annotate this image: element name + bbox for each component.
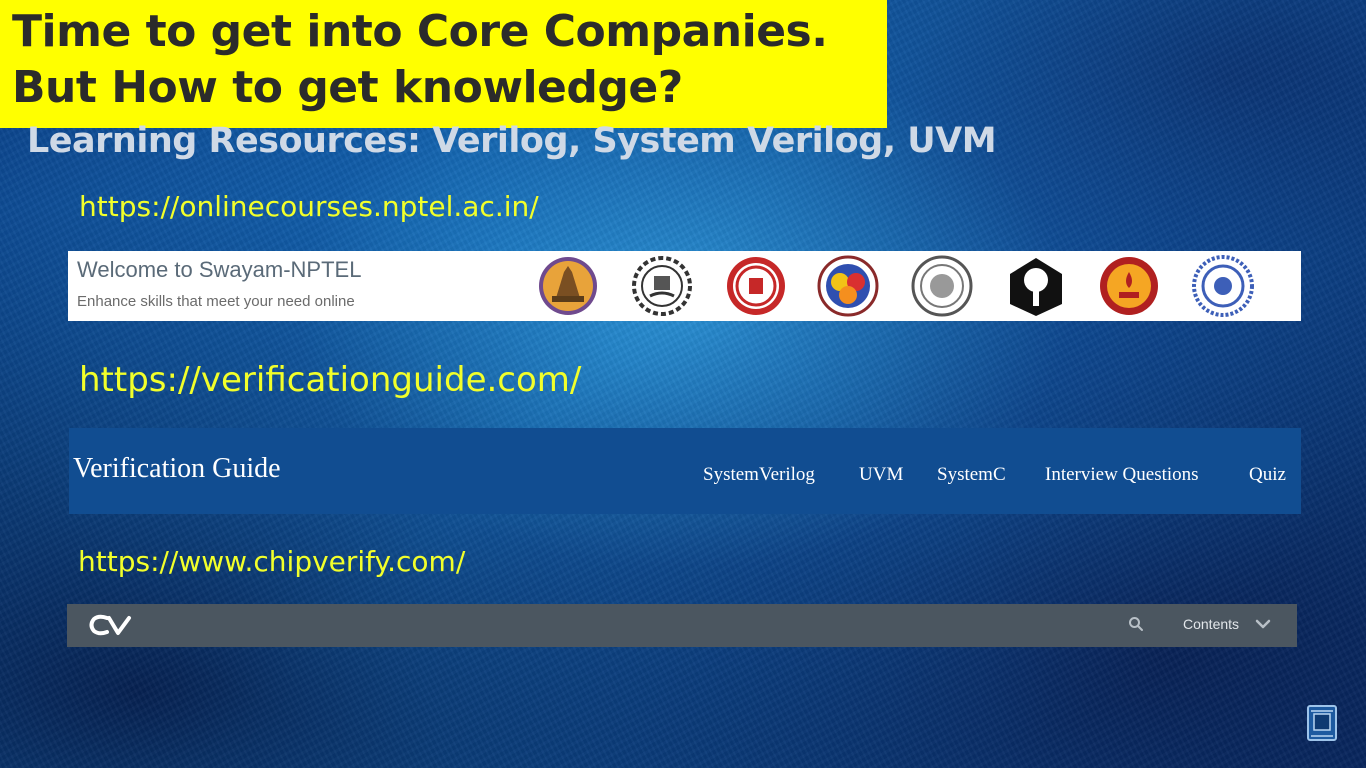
iit-roorkee-logo [1100, 257, 1158, 315]
learning-resources-subtitle: Learning Resources: Verilog, System Veri… [27, 121, 997, 161]
chipverify-link[interactable]: https://www.chipverify.com/ [78, 545, 466, 578]
chip-watermark-icon [1307, 705, 1337, 741]
contents-menu-button[interactable]: Contents [1183, 616, 1240, 632]
nav-uvm[interactable]: UVM [859, 464, 904, 485]
nav-interview-questions[interactable]: Interview Questions [1045, 464, 1199, 485]
search-icon[interactable] [1128, 616, 1144, 632]
nav-systemverilog[interactable]: SystemVerilog [703, 464, 815, 485]
nptel-title: Welcome to Swayam-NPTEL [77, 257, 362, 282]
iit-kharagpur-logo [1010, 258, 1062, 316]
verification-guide-brand[interactable]: Verification Guide [73, 453, 281, 484]
iit-madras-logo [911, 255, 973, 317]
nptel-link[interactable]: https://onlinecourses.nptel.ac.in/ [79, 190, 539, 223]
headline-line-1: Time to get into Core Companies. [12, 6, 828, 57]
iisc-bangalore-logo [1192, 255, 1254, 317]
nptel-card: Welcome to Swayam-NPTEL Enhance skills t… [68, 251, 1301, 321]
iit-bombay-logo [632, 256, 692, 316]
headline-banner: Time to get into Core Companies. But How… [0, 0, 887, 128]
nav-systemc[interactable]: SystemC [937, 464, 1006, 485]
chevron-down-icon[interactable] [1255, 618, 1271, 630]
iit-kanpur-logo [727, 257, 785, 315]
nptel-tagline: Enhance skills that meet your need onlin… [77, 293, 355, 310]
verification-guide-header: Verification Guide SystemVerilog UVM Sys… [69, 428, 1301, 514]
nav-quiz[interactable]: Quiz [1249, 464, 1286, 485]
headline-line-2: But How to get knowledge? [12, 62, 683, 113]
iit-delhi-logo [539, 257, 597, 315]
verificationguide-link[interactable]: https://verificationguide.com/ [79, 360, 582, 400]
chipverify-header: Contents [67, 604, 1297, 647]
iit-guwahati-logo [817, 255, 879, 317]
chipverify-logo[interactable] [87, 613, 133, 637]
